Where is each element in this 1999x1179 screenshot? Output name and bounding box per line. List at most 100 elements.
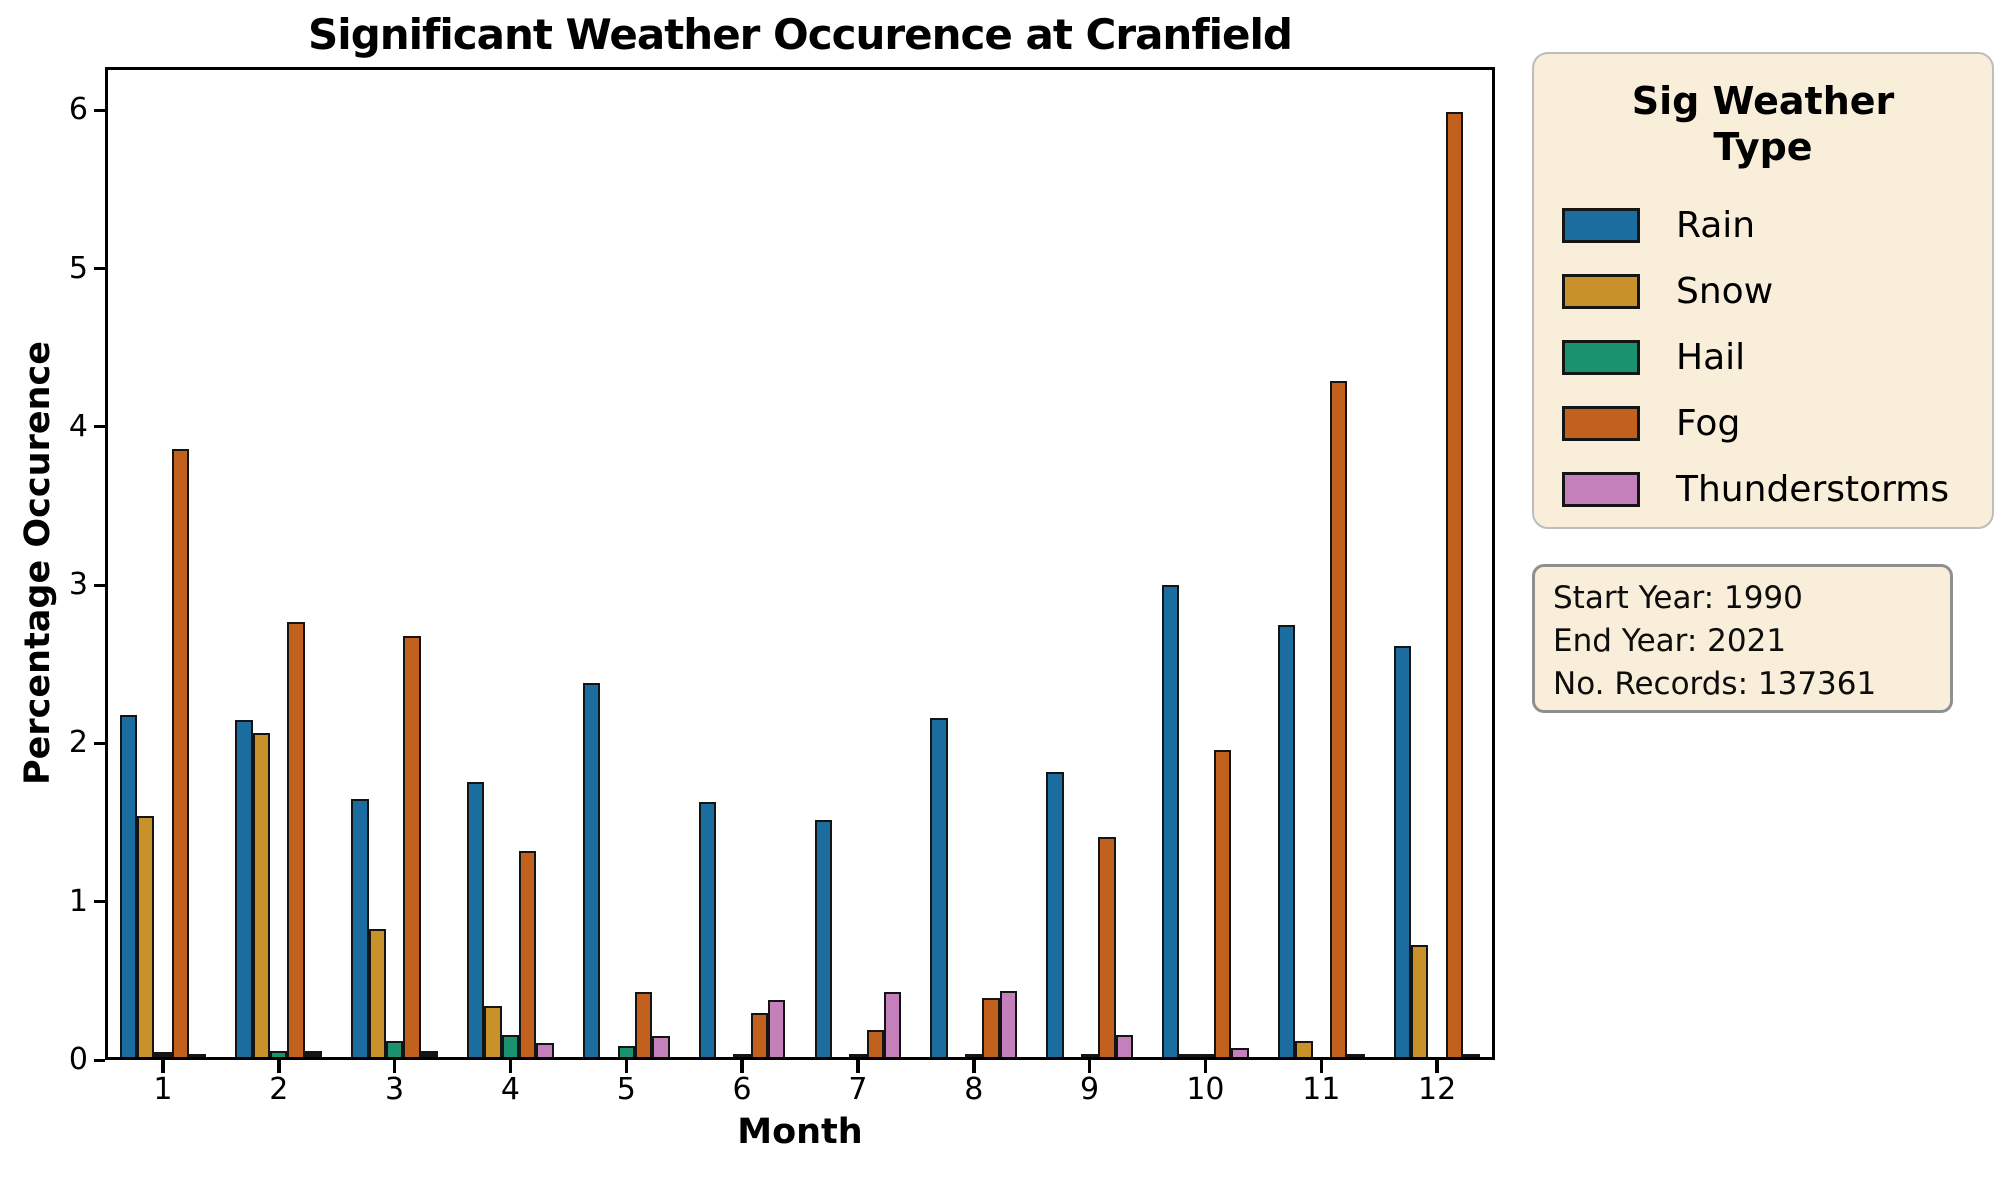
legend-row-rain: Rain	[1534, 193, 1992, 259]
plot-area	[105, 67, 1495, 1060]
bar-hail-month-3	[385, 1041, 404, 1057]
legend-label-fog: Fog	[1676, 403, 1741, 445]
y-axis-label: Percentage Occurence	[18, 341, 58, 785]
legend-title: Sig Weather Type	[1534, 78, 1992, 171]
y-tick-label-1: 1	[68, 883, 88, 919]
bar-thunderstorms-month-6	[768, 1000, 786, 1057]
bar-rain-month-7	[814, 819, 832, 1057]
bar-snow-month-3	[368, 928, 386, 1057]
x-tick-label-1: 1	[153, 1072, 173, 1107]
bar-thunderstorms-month-8	[999, 990, 1018, 1057]
legend-swatch-rain	[1562, 208, 1640, 244]
legend: Sig Weather Type Rain Snow Hail Fog Thunders…	[1532, 52, 1994, 529]
bar-hail-month-6	[733, 1053, 751, 1057]
x-tick-mark-12	[1435, 1060, 1439, 1073]
bar-rain-month-12	[1393, 645, 1412, 1057]
bar-fog-month-10	[1214, 749, 1232, 1057]
y-tick-mark-6	[94, 108, 105, 112]
bar-rain-month-3	[351, 799, 369, 1057]
bar-fog-month-3	[403, 636, 421, 1057]
bar-rain-month-8	[930, 718, 948, 1057]
x-tick-mark-9	[1087, 1060, 1092, 1073]
bar-rain-month-5	[582, 683, 601, 1057]
chart-title: Significant Weather Occurence at Cranfie…	[308, 10, 1293, 59]
bar-rain-month-1	[119, 715, 137, 1057]
bar-rain-month-9	[1046, 772, 1064, 1057]
bar-fog-month-8	[982, 998, 1000, 1057]
bar-snow-month-2	[252, 732, 271, 1057]
legend-row-fog: Fog	[1534, 391, 1992, 457]
y-tick-label-3: 3	[68, 567, 88, 603]
bar-hail-month-8	[965, 1053, 983, 1057]
y-tick-mark-1	[94, 900, 105, 904]
legend-label-rain: Rain	[1676, 205, 1756, 247]
x-tick-label-4: 4	[500, 1072, 520, 1107]
bar-snow-month-1	[136, 816, 155, 1057]
bar-fog-month-12	[1445, 112, 1464, 1057]
bar-hail-month-2	[270, 1050, 288, 1057]
x-tick-mark-10	[1203, 1060, 1208, 1073]
y-tick-label-4: 4	[68, 408, 88, 444]
legend-swatch-fog	[1562, 406, 1640, 442]
x-tick-label-10: 10	[1186, 1072, 1225, 1107]
x-tick-label-9: 9	[1080, 1072, 1100, 1107]
legend-row-thunderstorms: Thunderstorms	[1534, 457, 1992, 523]
legend-label-hail: Hail	[1676, 337, 1746, 379]
bar-thunderstorms-month-1	[188, 1053, 207, 1057]
y-tick-label-6: 6	[68, 92, 88, 128]
bar-hail-month-7	[849, 1053, 867, 1057]
bar-hail-month-1	[154, 1052, 172, 1057]
bar-fog-month-7	[866, 1030, 884, 1057]
bar-thunderstorms-month-12	[1463, 1053, 1481, 1057]
x-tick-label-2: 2	[269, 1072, 289, 1107]
bar-thunderstorms-month-3	[420, 1050, 438, 1057]
bar-rain-month-6	[698, 802, 717, 1057]
bar-rain-month-10	[1162, 585, 1180, 1057]
legend-swatch-hail	[1562, 340, 1640, 376]
bar-rain-month-11	[1277, 624, 1296, 1057]
bar-snow-month-4	[484, 1006, 502, 1057]
x-tick-label-5: 5	[616, 1072, 636, 1107]
bar-fog-month-6	[750, 1012, 769, 1057]
y-tick-mark-5	[94, 267, 105, 271]
bar-thunderstorms-month-7	[883, 992, 902, 1057]
y-tick-label-5: 5	[68, 250, 88, 286]
y-tick-mark-3	[94, 583, 105, 587]
bar-fog-month-11	[1329, 381, 1348, 1057]
info-box: Start Year: 1990 End Year: 2021 No. Reco…	[1532, 564, 1953, 713]
bar-fog-month-2	[287, 621, 305, 1057]
x-tick-mark-4	[508, 1060, 513, 1073]
x-tick-mark-1	[161, 1060, 165, 1073]
bar-snow-month-12	[1411, 944, 1429, 1057]
bar-thunderstorms-month-2	[304, 1050, 323, 1057]
bar-fog-month-1	[171, 449, 189, 1057]
bar-hail-month-9	[1080, 1053, 1099, 1057]
x-tick-label-8: 8	[964, 1072, 984, 1107]
x-tick-mark-6	[740, 1060, 744, 1073]
legend-row-hail: Hail	[1534, 325, 1992, 391]
x-tick-label-3: 3	[385, 1072, 405, 1107]
x-tick-label-6: 6	[732, 1072, 752, 1107]
legend-title-line2: Type	[1713, 125, 1813, 170]
x-tick-mark-5	[624, 1060, 628, 1073]
legend-title-line1: Sig Weather	[1631, 79, 1895, 123]
y-tick-label-0: 0	[68, 1042, 88, 1077]
bar-thunderstorms-month-4	[536, 1042, 554, 1057]
info-start-year: Start Year: 1990	[1553, 580, 1803, 616]
bar-fog-month-9	[1098, 837, 1116, 1057]
bar-thunderstorms-month-10	[1231, 1047, 1249, 1057]
x-tick-label-11: 11	[1302, 1072, 1341, 1107]
legend-label-thunderstorms: Thunderstorms	[1676, 469, 1950, 511]
bar-hail-month-10	[1196, 1053, 1215, 1057]
bar-hail-month-4	[501, 1034, 520, 1057]
x-tick-mark-11	[1319, 1060, 1323, 1073]
bar-thunderstorms-month-9	[1115, 1034, 1133, 1057]
y-tick-mark-4	[94, 425, 105, 429]
x-tick-label-12: 12	[1417, 1072, 1457, 1107]
y-tick-label-2: 2	[68, 725, 88, 761]
y-tick-mark-0	[94, 1058, 105, 1062]
x-tick-mark-3	[392, 1060, 397, 1073]
bar-snow-month-11	[1295, 1041, 1313, 1057]
x-tick-mark-7	[856, 1060, 860, 1073]
x-tick-mark-2	[277, 1060, 281, 1073]
